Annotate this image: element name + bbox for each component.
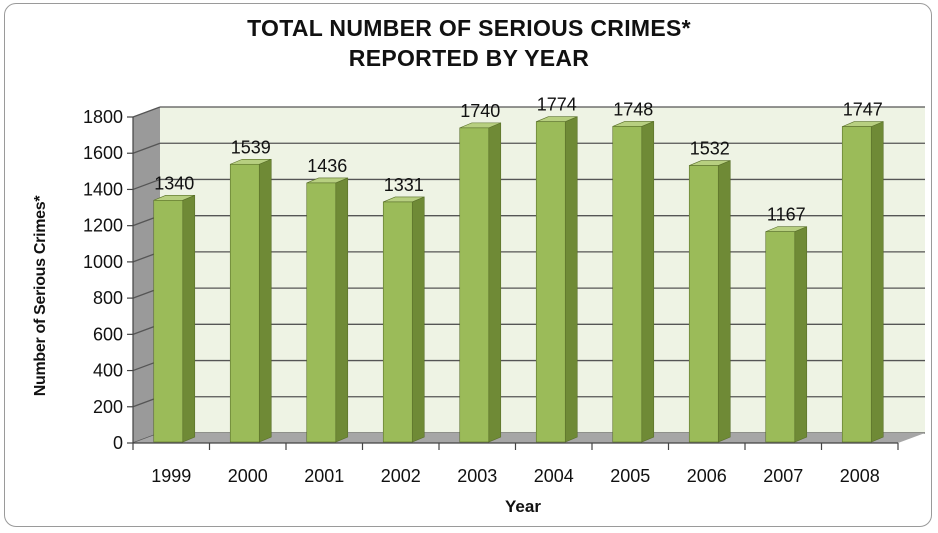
y-tick-label: 1600 bbox=[83, 143, 123, 163]
x-tick-label: 2007 bbox=[763, 466, 803, 486]
chart-subtitle: REPORTED BY YEAR bbox=[348, 45, 590, 71]
y-tick-label: 600 bbox=[93, 324, 123, 344]
chart-title: TOTAL NUMBER OF SERIOUS CRIMES* bbox=[247, 15, 691, 41]
bar-side bbox=[411, 196, 425, 443]
y-tick-label: 0 bbox=[113, 433, 123, 453]
bar bbox=[306, 182, 337, 443]
bar-side bbox=[641, 120, 655, 443]
bar-side bbox=[335, 177, 349, 443]
data-label: 1740 bbox=[460, 101, 500, 121]
x-tick-label: 2008 bbox=[840, 466, 880, 486]
bar bbox=[382, 201, 413, 443]
bar-side bbox=[564, 116, 578, 443]
y-tick-label: 200 bbox=[93, 397, 123, 417]
gridline-side bbox=[132, 178, 161, 191]
x-tick-label: 2004 bbox=[534, 466, 574, 486]
gridline-side bbox=[132, 106, 161, 118]
bar-side bbox=[182, 194, 196, 443]
data-label: 1747 bbox=[843, 100, 883, 120]
bar bbox=[612, 126, 643, 443]
data-label: 1331 bbox=[384, 175, 424, 195]
bar bbox=[535, 121, 566, 443]
bar bbox=[841, 126, 872, 443]
y-tick-label: 800 bbox=[93, 288, 123, 308]
x-tick-label: 2001 bbox=[304, 466, 344, 486]
x-tick-label: 2000 bbox=[228, 466, 268, 486]
x-tick-label: 2003 bbox=[457, 466, 497, 486]
data-label: 1167 bbox=[767, 205, 806, 225]
x-tick-label: 1999 bbox=[151, 466, 191, 486]
bar-side bbox=[258, 158, 272, 443]
data-label: 1532 bbox=[690, 139, 730, 159]
data-label: 1340 bbox=[154, 173, 194, 193]
bar bbox=[229, 163, 260, 443]
y-tick-label: 1800 bbox=[83, 107, 123, 127]
bar bbox=[459, 127, 490, 443]
x-tick-label: 2005 bbox=[610, 466, 650, 486]
data-label: 1774 bbox=[537, 95, 577, 115]
x-axis-label: Year bbox=[505, 497, 541, 516]
bar-side bbox=[870, 121, 884, 443]
bar bbox=[153, 200, 184, 443]
data-label: 1436 bbox=[307, 156, 347, 176]
y-axis-label: Number of Serious Crimes* bbox=[32, 195, 49, 397]
side-wall bbox=[133, 107, 160, 443]
bar-side bbox=[794, 226, 808, 443]
gridline-side bbox=[132, 142, 161, 154]
bar bbox=[765, 231, 796, 443]
y-tick-label: 1400 bbox=[83, 179, 123, 199]
bar-side bbox=[488, 122, 502, 443]
bar bbox=[688, 165, 719, 443]
x-tick-label: 2006 bbox=[687, 466, 727, 486]
y-tick-label: 400 bbox=[93, 361, 123, 381]
data-label: 1539 bbox=[231, 137, 271, 157]
data-label: 1748 bbox=[613, 99, 653, 119]
y-tick-label: 1200 bbox=[83, 216, 123, 236]
bar-side bbox=[717, 160, 731, 443]
x-tick-label: 2002 bbox=[381, 466, 421, 486]
y-tick-label: 1000 bbox=[83, 252, 123, 272]
